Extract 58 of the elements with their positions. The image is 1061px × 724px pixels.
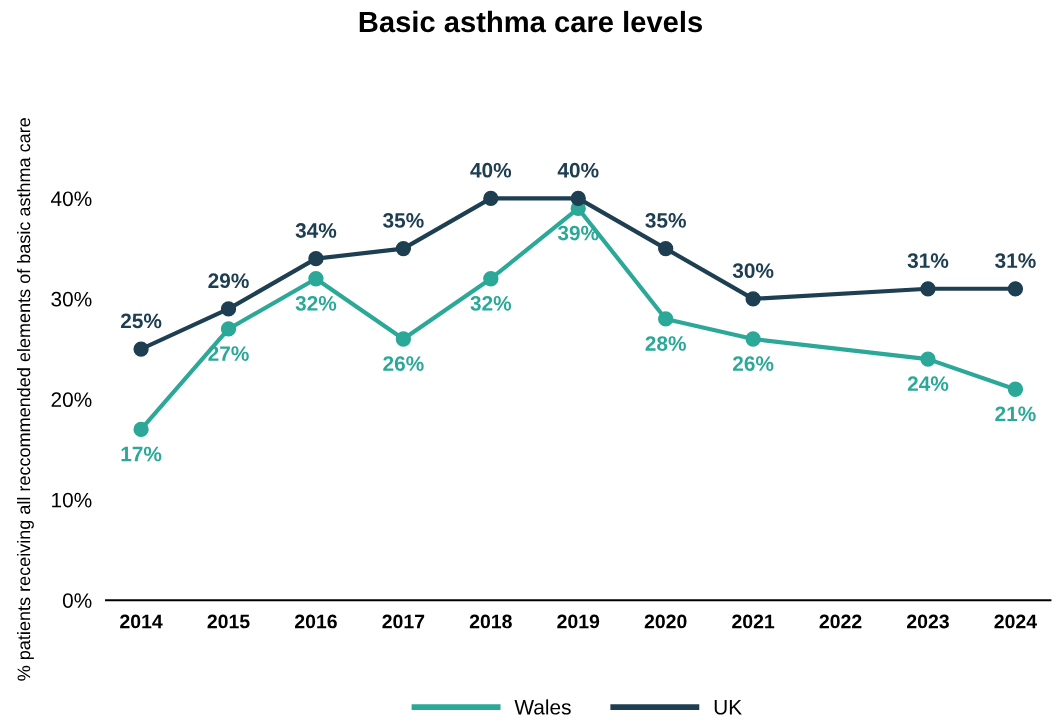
data-label: 32%	[470, 295, 512, 311]
x-tick-label: 2018	[469, 614, 512, 629]
data-label: 30%	[732, 263, 774, 279]
data-label: 25%	[120, 313, 162, 329]
point	[308, 271, 324, 287]
data-label: 31%	[995, 253, 1036, 269]
legend-label: UK	[714, 700, 742, 715]
y-tick-label: 10%	[52, 492, 92, 508]
point	[745, 331, 761, 347]
point	[658, 240, 674, 257]
y-tick-label: 0%	[62, 593, 92, 608]
data-label: 26%	[383, 356, 424, 371]
data-label: 28%	[645, 336, 686, 351]
data-label: 35%	[383, 213, 424, 228]
point	[308, 251, 324, 267]
x-tick-label: 2020	[644, 614, 687, 629]
data-label: 35%	[645, 213, 686, 228]
y-axis-title: % patients receiving all reccommended elements of basic asthma care	[17, 118, 34, 681]
x-tick-label: 2024	[994, 614, 1037, 629]
data-label: 39%	[557, 225, 599, 241]
y-tick-label: 30%	[51, 291, 92, 307]
data-label: 32%	[295, 295, 337, 311]
point	[133, 341, 149, 357]
data-label: 17%	[121, 446, 162, 462]
y-tick-label: 40%	[50, 191, 92, 207]
point	[133, 421, 149, 438]
point	[1007, 281, 1024, 297]
point	[570, 190, 586, 207]
data-label: 26%	[732, 356, 774, 371]
point	[920, 351, 936, 367]
point	[220, 301, 237, 317]
point	[658, 311, 674, 327]
point	[395, 240, 412, 257]
x-tick-label: 2019	[557, 614, 600, 629]
x-tick-label: 2021	[732, 614, 775, 629]
x-tick-label: 2016	[294, 614, 337, 629]
data-label: 31%	[907, 253, 949, 269]
data-label: 29%	[208, 273, 249, 289]
point	[395, 331, 412, 347]
data-label: 34%	[295, 223, 337, 238]
chart-title: Basic asthma care levels	[359, 10, 702, 33]
x-tick-label: 2017	[382, 614, 425, 629]
point	[920, 281, 936, 297]
x-tick-label: 2014	[120, 614, 163, 629]
point	[220, 321, 237, 337]
x-tick-label: 2022	[819, 614, 862, 629]
data-label: 40%	[557, 162, 599, 178]
point	[483, 190, 499, 207]
point	[745, 291, 761, 307]
x-tick-label: 2015	[207, 614, 250, 629]
x-tick-label: 2023	[907, 614, 949, 629]
point	[1007, 381, 1024, 397]
point	[483, 271, 499, 287]
y-tick-label: 20%	[51, 392, 92, 408]
data-label: 40%	[470, 162, 512, 178]
data-label: 21%	[995, 406, 1036, 422]
legend-label: Wales	[514, 699, 571, 715]
data-label: 24%	[907, 376, 949, 392]
